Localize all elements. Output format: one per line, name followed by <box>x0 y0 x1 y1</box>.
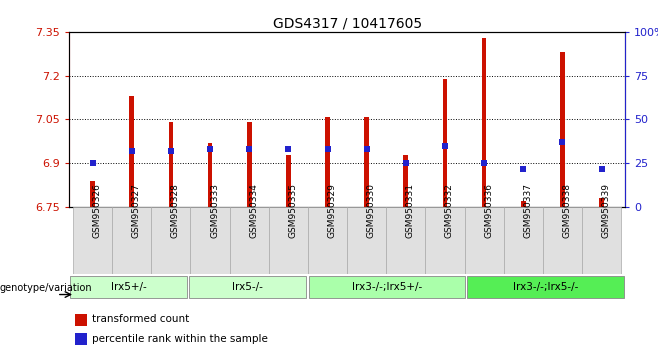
Text: GSM950339: GSM950339 <box>601 183 611 238</box>
Bar <box>208 143 213 207</box>
Text: GSM950336: GSM950336 <box>484 183 493 238</box>
Bar <box>560 52 565 207</box>
Bar <box>90 181 95 207</box>
Text: genotype/variation: genotype/variation <box>0 283 93 293</box>
FancyBboxPatch shape <box>70 276 187 298</box>
Bar <box>365 116 369 207</box>
Text: percentile rank within the sample: percentile rank within the sample <box>92 334 268 344</box>
Bar <box>130 96 134 207</box>
Bar <box>168 122 173 207</box>
Text: lrx3-/-;lrx5+/-: lrx3-/-;lrx5+/- <box>351 282 422 292</box>
Bar <box>308 207 347 274</box>
Bar <box>74 333 87 346</box>
Text: GSM950331: GSM950331 <box>406 183 415 238</box>
Bar <box>504 207 543 274</box>
Bar <box>347 207 386 274</box>
Text: GSM950328: GSM950328 <box>171 183 180 238</box>
Text: GSM950330: GSM950330 <box>367 183 376 238</box>
Bar <box>73 207 112 274</box>
FancyBboxPatch shape <box>467 276 624 298</box>
Bar <box>582 207 621 274</box>
Bar <box>151 207 190 274</box>
Text: GSM950332: GSM950332 <box>445 183 454 238</box>
FancyBboxPatch shape <box>309 276 465 298</box>
Bar <box>74 314 87 326</box>
Bar <box>230 207 268 274</box>
Bar <box>521 201 526 207</box>
Bar <box>268 207 308 274</box>
Bar <box>190 207 230 274</box>
Text: transformed count: transformed count <box>92 314 190 325</box>
Bar <box>426 207 465 274</box>
Bar <box>247 122 251 207</box>
Bar <box>465 207 504 274</box>
Text: GSM950326: GSM950326 <box>93 183 101 238</box>
Text: GSM950337: GSM950337 <box>523 183 532 238</box>
Text: GSM950338: GSM950338 <box>563 183 571 238</box>
Bar <box>599 198 604 207</box>
Title: GDS4317 / 10417605: GDS4317 / 10417605 <box>272 17 422 31</box>
Text: lrx3-/-;lrx5-/-: lrx3-/-;lrx5-/- <box>513 282 578 292</box>
Bar <box>403 155 408 207</box>
Text: lrx5+/-: lrx5+/- <box>111 282 147 292</box>
Text: GSM950329: GSM950329 <box>328 183 336 238</box>
FancyBboxPatch shape <box>190 276 306 298</box>
Text: GSM950334: GSM950334 <box>249 183 258 238</box>
Bar <box>543 207 582 274</box>
Text: GSM950333: GSM950333 <box>210 183 219 238</box>
Bar <box>443 79 447 207</box>
Bar <box>286 155 291 207</box>
Text: GSM950327: GSM950327 <box>132 183 141 238</box>
Bar <box>386 207 426 274</box>
Text: GSM950335: GSM950335 <box>288 183 297 238</box>
Text: lrx5-/-: lrx5-/- <box>232 282 263 292</box>
Bar <box>482 38 486 207</box>
Bar <box>325 116 330 207</box>
Bar <box>112 207 151 274</box>
